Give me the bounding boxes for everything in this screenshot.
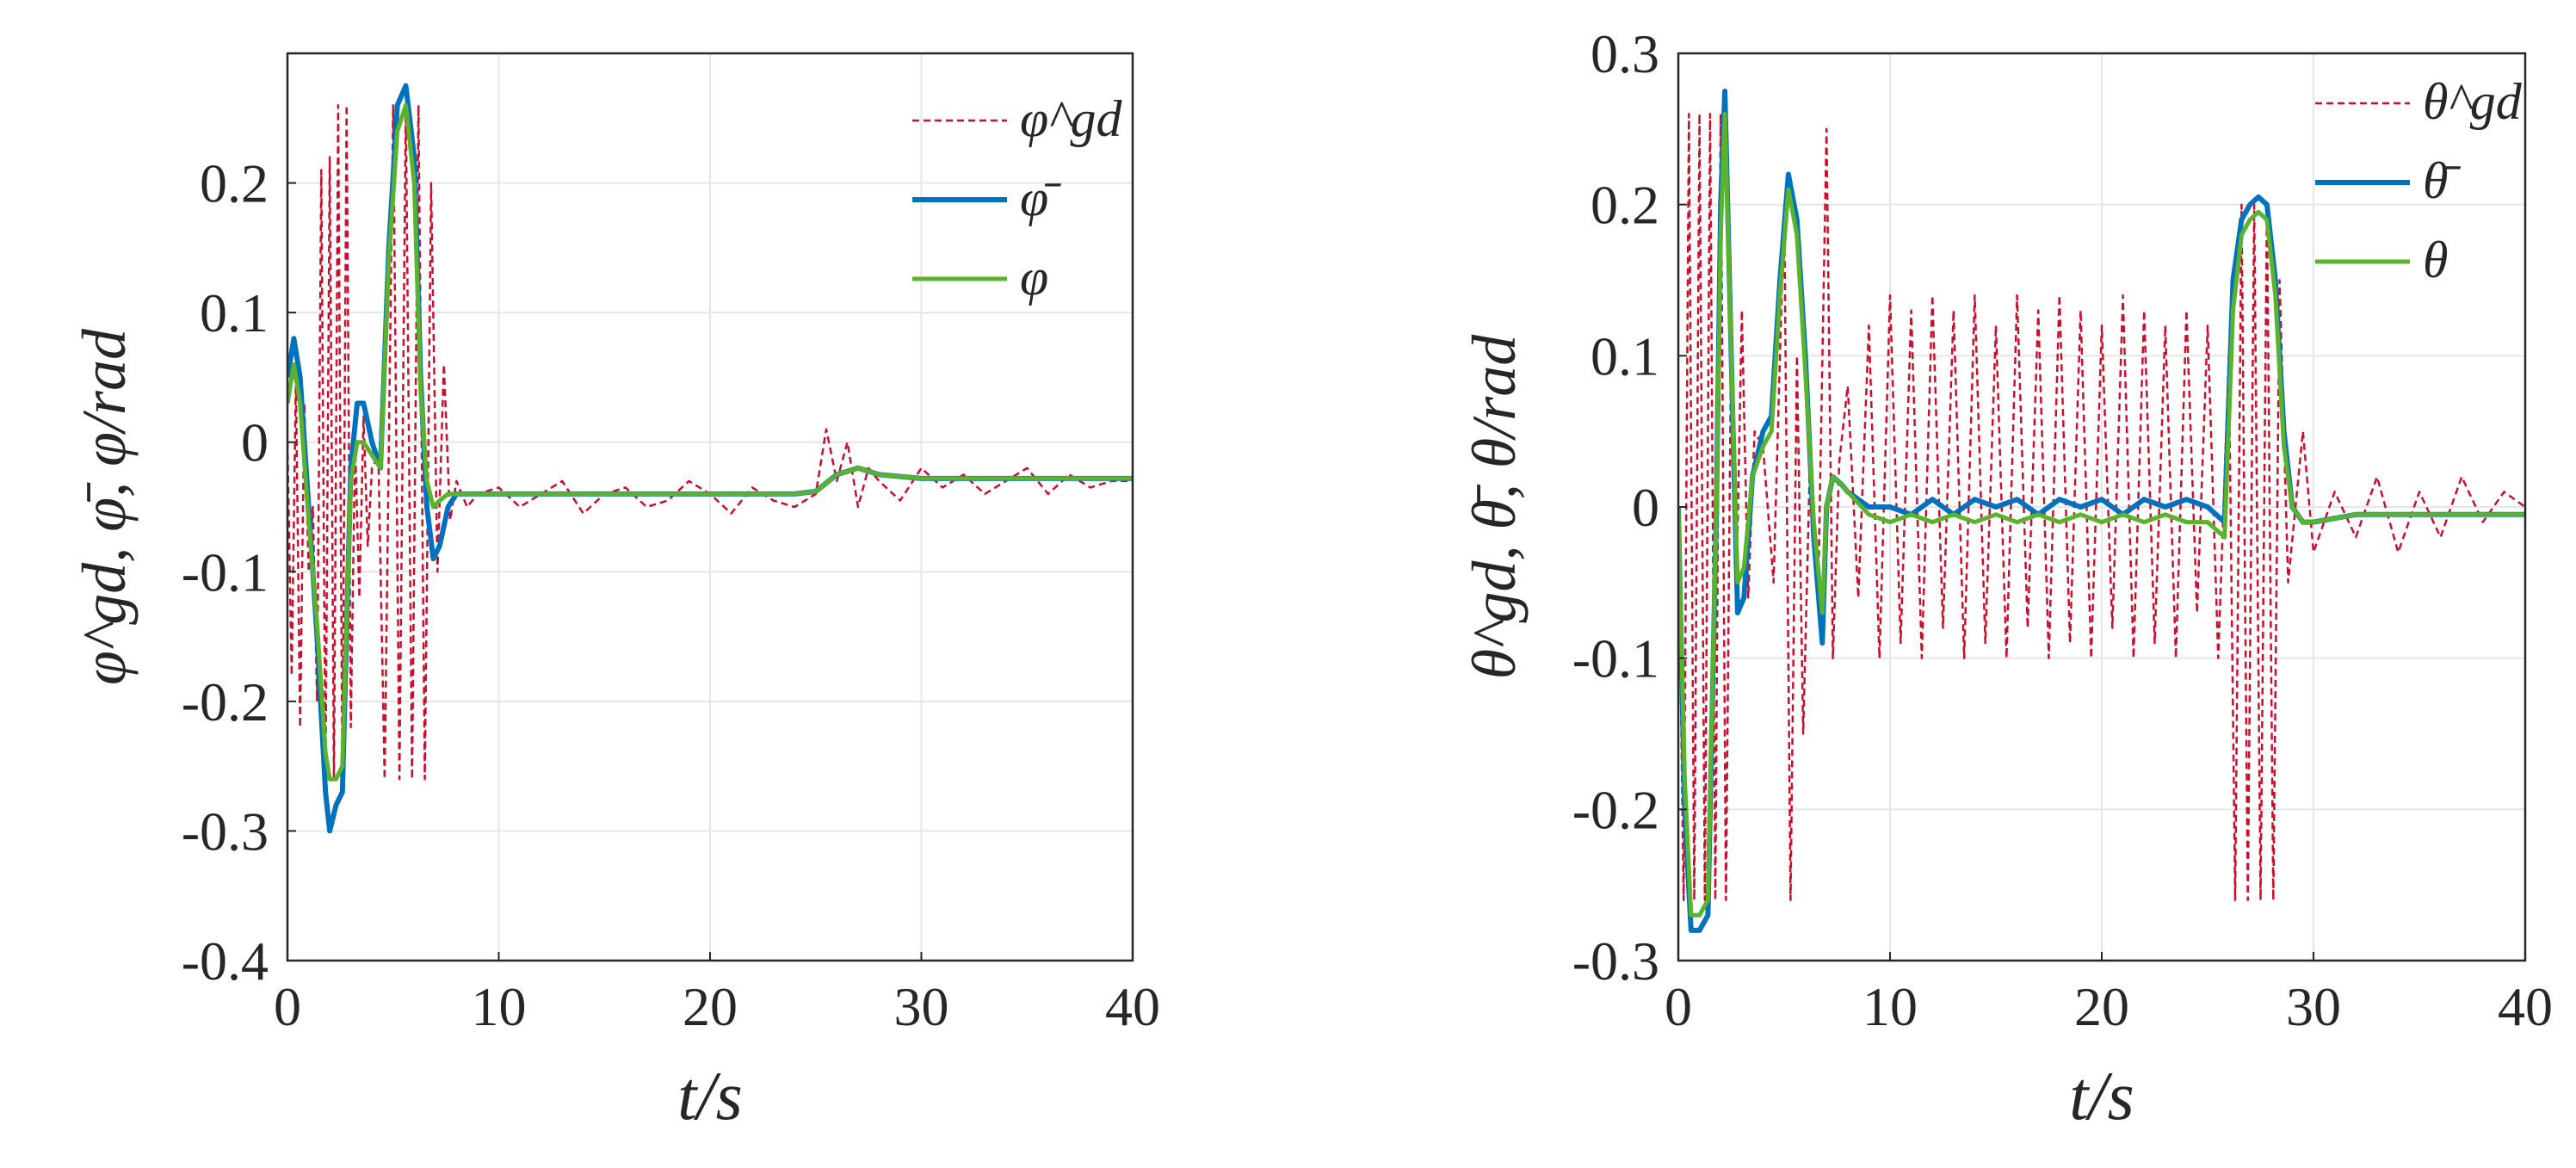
left-x-tick-label: 40 (1105, 976, 1160, 1037)
left-x-tick-label: 30 (894, 976, 949, 1037)
left-y-tick-label: -0.3 (182, 800, 269, 862)
right-x-tick-label: 40 (2498, 976, 2553, 1037)
right-y-tick-label: -0.1 (1572, 628, 1659, 689)
left-legend-label: φ (1020, 249, 1048, 306)
left-y-tick-label: -0.1 (182, 541, 269, 603)
right-y-axis-label: θ^gd, θ̄, θ/rad (1460, 334, 1529, 680)
right-y-tick-label: 0.3 (1591, 23, 1659, 84)
right-legend-label: θ (2423, 232, 2448, 288)
left-chart: 0 10 20 30 40 -0.4 -0.3 -0.2 -0.1 0 0.1 0.2 φ^gd, φ… (70, 52, 1160, 1134)
left-y-axis-label: φ^gd, φ̄, φ/rad (70, 328, 139, 685)
left-y-tick-label: -0.2 (182, 671, 269, 732)
right-y-tick-label: 0.1 (1591, 325, 1659, 386)
right-series-reference-line (1678, 113, 2525, 901)
right-y-tick-label: -0.2 (1572, 779, 1659, 840)
left-series-reference-line (287, 103, 1133, 781)
left-series-actual-line (287, 102, 1133, 782)
right-y-tick-label: 0 (1632, 477, 1659, 538)
left-y-tick-label: -0.4 (182, 930, 269, 992)
left-x-tick-label: 20 (683, 976, 738, 1037)
left-x-tick-label: 0 (274, 976, 301, 1037)
right-x-axis-label: t/s (2069, 1059, 2134, 1134)
right-y-tick-label: -0.3 (1572, 930, 1659, 992)
right-y-tick-label: 0.2 (1591, 175, 1659, 236)
left-y-tick-label: 0 (241, 412, 269, 473)
right-ticks: 0 10 20 30 40 -0.3 -0.2 -0.1 0 0.1 0.2 0.3 (1572, 23, 2553, 1037)
left-legend-label: φ^gd (1020, 90, 1123, 147)
right-x-tick-label: 20 (2074, 976, 2129, 1037)
right-legend-label: θ^gd (2423, 73, 2523, 130)
left-series (287, 83, 1133, 834)
right-series-filtered-line (1678, 88, 2525, 933)
right-x-tick-label: 0 (1665, 976, 1692, 1037)
right-series (1678, 88, 2525, 933)
left-ticks: 0 10 20 30 40 -0.4 -0.3 -0.2 -0.1 0 0.1 0.2 (182, 153, 1160, 1037)
left-grid (287, 53, 1134, 961)
right-series-actual-line (1678, 111, 2525, 918)
left-y-tick-label: 0.2 (200, 153, 269, 214)
left-y-tick-label: 0.1 (200, 282, 269, 343)
left-x-tick-label: 10 (472, 976, 527, 1037)
right-x-tick-label: 30 (2286, 976, 2341, 1037)
left-x-axis-label: t/s (677, 1059, 743, 1134)
right-x-tick-label: 10 (1863, 976, 1918, 1037)
right-chart: 0 10 20 30 40 -0.3 -0.2 -0.1 0 0.1 0.2 0.3 θ^gd, θ̄… (1460, 23, 2553, 1134)
